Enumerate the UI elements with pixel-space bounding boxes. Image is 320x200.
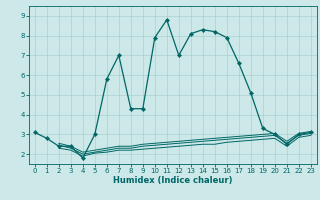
X-axis label: Humidex (Indice chaleur): Humidex (Indice chaleur) xyxy=(113,176,233,185)
